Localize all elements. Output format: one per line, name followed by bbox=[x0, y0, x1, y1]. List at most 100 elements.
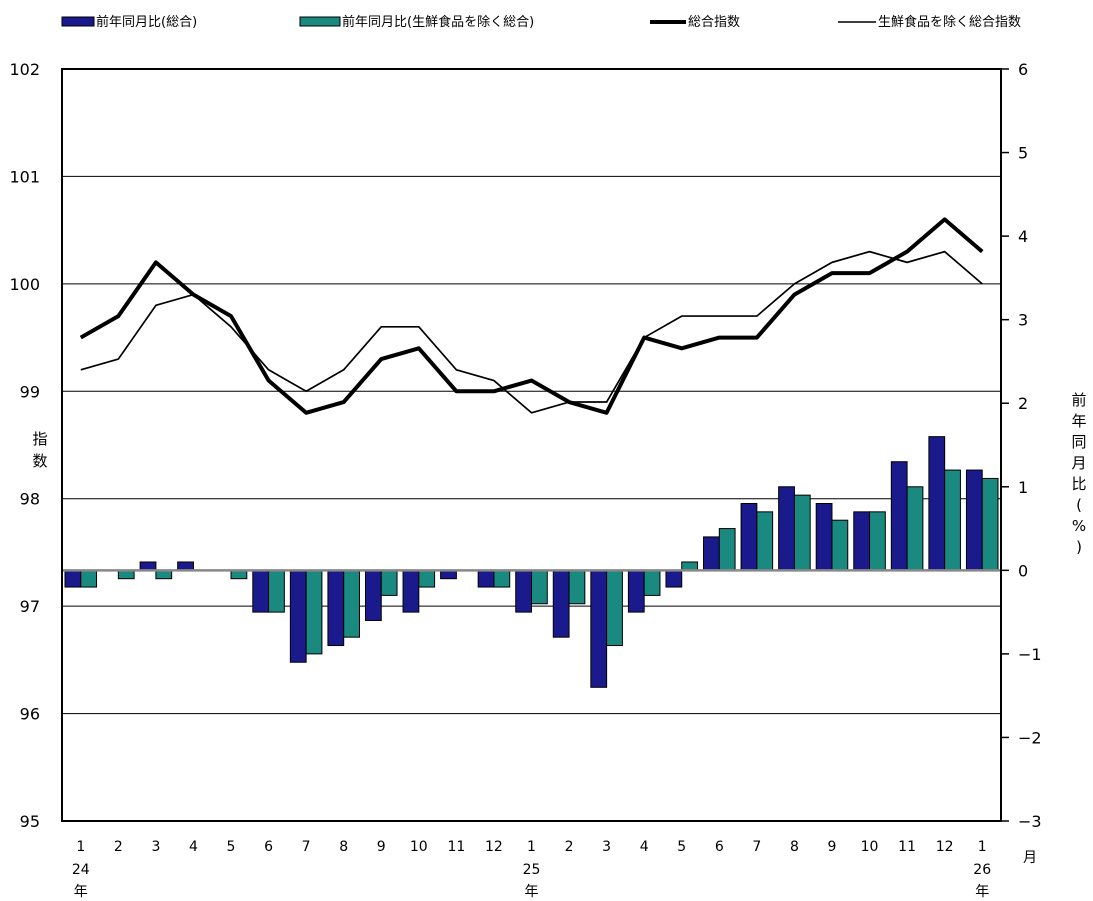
bar-core-yoy bbox=[981, 477, 999, 571]
bar-total-yoy bbox=[440, 569, 457, 580]
right-axis-ticks: −3 −2 −1 0 1 2 3 4 5 6 bbox=[1001, 60, 1042, 831]
right-axis-title-char: 同 bbox=[1071, 433, 1086, 451]
left-tick-label: 98 bbox=[20, 490, 40, 509]
legend-swatch-bar-core bbox=[299, 16, 341, 27]
bar-core-yoy bbox=[606, 569, 623, 647]
x-tick-label: 11 bbox=[898, 839, 916, 855]
right-tick-label: 4 bbox=[1018, 227, 1028, 246]
bar-total-yoy bbox=[64, 569, 82, 588]
x-tick-label: 10 bbox=[410, 839, 428, 855]
bar-core-yoy bbox=[155, 569, 173, 580]
x-tick-label: 8 bbox=[790, 839, 799, 855]
right-axis-title-char: ) bbox=[1076, 538, 1082, 556]
x-tick-label: 1 bbox=[978, 839, 987, 855]
gridlines bbox=[62, 175, 1001, 715]
bar-total-yoy bbox=[552, 569, 570, 638]
right-tick-label: −2 bbox=[1018, 728, 1042, 747]
bar-core-yoy bbox=[831, 519, 849, 571]
x-tick-label: 1 bbox=[76, 839, 85, 855]
year-label: 26 bbox=[973, 862, 991, 878]
legend-label-line-core: 生鮮食品を除く総合指数 bbox=[878, 14, 1021, 30]
bar-core-yoy bbox=[305, 569, 323, 655]
bar-core-yoy bbox=[793, 494, 811, 571]
line-series bbox=[79, 217, 984, 415]
bar-total-yoy bbox=[477, 569, 495, 588]
right-axis-title-char: 前 bbox=[1071, 391, 1086, 409]
left-tick-label: 102 bbox=[9, 60, 40, 79]
x-tick-label: 1 bbox=[527, 839, 536, 855]
left-axis-title-char: 数 bbox=[32, 452, 47, 470]
bar-core-yoy bbox=[268, 569, 285, 613]
legend-label-bar-core: 前年同月比(生鮮食品を除く総合) bbox=[342, 14, 534, 30]
year-suffix-label: 年 bbox=[975, 884, 989, 900]
x-tick-label: 9 bbox=[377, 839, 386, 855]
x-axis-ticks: 1 2 3 4 5 6 7 8 9 10 11 12 1 2 3 4 5 6 7 8 9 10 11 12 124年25年26年… bbox=[72, 839, 1037, 900]
left-tick-label: 101 bbox=[9, 167, 40, 186]
legend-label-line-total: 総合指数 bbox=[688, 15, 740, 30]
x-tick-label: 9 bbox=[828, 839, 837, 855]
right-tick-label: 1 bbox=[1018, 478, 1028, 497]
bar-total-yoy bbox=[740, 502, 758, 571]
right-axis-title-char: ( bbox=[1076, 496, 1082, 514]
bar-core-yoy bbox=[944, 469, 961, 571]
x-tick-label: 12 bbox=[936, 839, 954, 855]
bar-total-yoy bbox=[590, 569, 608, 688]
year-label: 24 bbox=[72, 862, 90, 878]
bar-total-yoy bbox=[703, 536, 720, 571]
bar-total-yoy bbox=[853, 511, 871, 571]
left-tick-label: 96 bbox=[20, 705, 40, 724]
legend: 前年同月比(総合) 前年同月比(生鮮食品を除く総合) 総合指数 生鮮食品を除く総… bbox=[61, 14, 1021, 30]
bar-core-yoy bbox=[643, 569, 661, 596]
right-tick-label: −3 bbox=[1018, 812, 1042, 831]
right-tick-label: 0 bbox=[1018, 561, 1028, 580]
bar-core-yoy bbox=[493, 569, 511, 588]
bar-core-yoy bbox=[380, 569, 398, 596]
x-tick-label: 7 bbox=[752, 839, 761, 855]
right-axis-title-char: % bbox=[1072, 517, 1086, 535]
legend-label-bar-total: 前年同月比(総合) bbox=[96, 14, 197, 30]
year-suffix-label: 年 bbox=[525, 884, 539, 900]
bar-total-yoy bbox=[965, 469, 983, 571]
bar-total-yoy bbox=[928, 436, 946, 571]
bar-total-yoy bbox=[139, 561, 157, 571]
x-tick-label: 6 bbox=[264, 839, 273, 855]
bar-core-yoy bbox=[418, 569, 436, 588]
bar-total-yoy bbox=[177, 561, 194, 571]
bar-core-yoy bbox=[568, 569, 586, 605]
left-axis-ticks: 95 96 97 98 99 100 101 102 bbox=[9, 60, 40, 831]
x-tick-label: 3 bbox=[151, 839, 160, 855]
bar-core-yoy bbox=[531, 569, 548, 605]
left-tick-label: 95 bbox=[20, 812, 40, 831]
x-tick-label: 4 bbox=[189, 839, 198, 855]
bar-total-yoy bbox=[627, 569, 645, 613]
left-tick-label: 99 bbox=[20, 382, 40, 401]
right-axis-title-char: 比 bbox=[1071, 475, 1086, 493]
bar-total-yoy bbox=[890, 461, 908, 571]
x-tick-label: 2 bbox=[565, 839, 574, 855]
bar-total-yoy bbox=[515, 569, 532, 613]
x-tick-label: 3 bbox=[602, 839, 611, 855]
year-label: 25 bbox=[523, 862, 541, 878]
x-tick-label: 6 bbox=[715, 839, 724, 855]
bar-core-yoy bbox=[230, 569, 248, 580]
bar-core-yoy bbox=[343, 569, 360, 638]
bar-core-yoy bbox=[869, 511, 886, 571]
line-core-index bbox=[80, 250, 983, 414]
bar-total-yoy bbox=[815, 502, 833, 571]
bar-total-yoy bbox=[327, 569, 345, 647]
right-axis-title-char: 年 bbox=[1071, 412, 1086, 430]
x-tick-label: 5 bbox=[227, 839, 236, 855]
bar-core-yoy bbox=[681, 561, 699, 571]
x-tick-label: 11 bbox=[447, 839, 465, 855]
x-tick-label: 2 bbox=[114, 839, 123, 855]
left-tick-label: 97 bbox=[20, 597, 40, 616]
bar-series bbox=[64, 436, 999, 688]
left-tick-label: 100 bbox=[9, 275, 40, 294]
right-tick-label: 2 bbox=[1018, 394, 1028, 413]
x-tick-label: 7 bbox=[302, 839, 311, 855]
right-tick-label: 5 bbox=[1018, 144, 1028, 163]
bar-core-yoy bbox=[906, 486, 924, 571]
plot-frame bbox=[61, 68, 1002, 822]
x-tick-label: 12 bbox=[485, 839, 503, 855]
